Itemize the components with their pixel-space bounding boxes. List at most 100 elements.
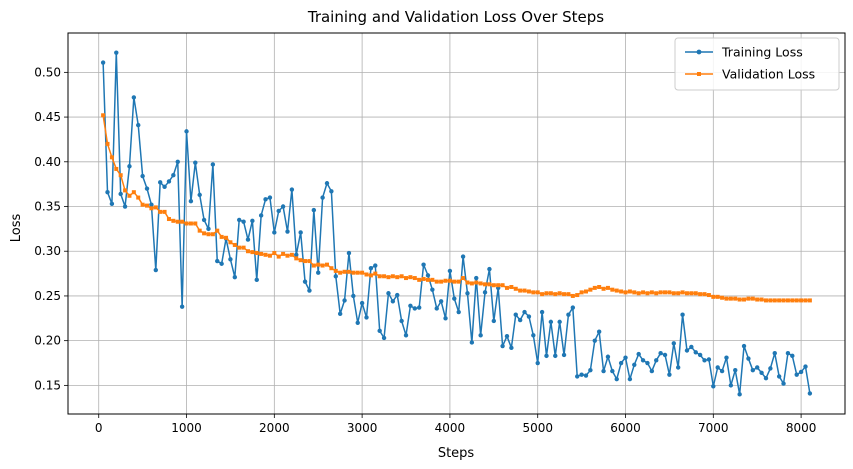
data-point [136,122,141,128]
data-point [307,259,312,264]
data-point [711,294,716,299]
data-point [456,309,461,315]
data-point [337,311,343,317]
data-point [373,271,378,276]
data-point [416,305,422,310]
data-point [768,366,773,371]
data-point [325,262,329,267]
data-point [206,226,211,232]
data-point [149,206,154,211]
data-point [548,291,553,296]
data-point [526,314,532,319]
data-point [566,292,571,297]
y-tick-label: 0.25 [34,289,61,303]
data-point [359,300,365,306]
data-point [509,285,514,289]
data-point [114,166,119,171]
data-point [377,274,382,279]
data-point [790,353,795,359]
data-point [579,372,584,377]
data-point [188,221,193,226]
data-point [193,160,198,165]
data-point [720,295,725,300]
data-point [570,305,576,310]
data-point [746,356,751,361]
data-point [105,141,110,146]
grid-lines [68,33,845,414]
data-point [706,293,711,298]
data-point [298,230,303,235]
data-point [158,209,163,214]
data-point [219,234,224,239]
data-point [425,273,431,278]
data-point [675,365,681,370]
data-point [254,251,259,256]
data-point [596,329,602,334]
y-tick-label: 0.50 [34,65,61,79]
data-point [702,358,707,363]
x-tick-label: 0 [95,421,103,435]
data-point [649,368,655,374]
data-point [728,383,734,388]
data-point [259,251,264,256]
data-point [662,352,668,358]
data-point [742,297,747,302]
data-point [399,274,404,279]
data-point [197,228,202,233]
x-axis-label: Steps [438,446,475,461]
data-point [373,263,378,268]
data-point [443,316,448,321]
data-point [702,292,707,297]
data-point [597,285,602,289]
data-point [114,50,119,55]
data-point [561,352,567,358]
data-point [517,317,523,323]
y-tick-label: 0.45 [34,110,61,124]
data-point [250,218,255,224]
data-point [483,282,488,287]
data-point [368,266,374,271]
data-point [342,269,347,274]
data-point [733,367,738,373]
data-point [785,298,790,303]
data-point [627,376,633,382]
data-point [241,245,246,250]
data-point [166,217,171,222]
data-point [522,309,527,315]
data-point [654,358,659,363]
data-point [763,376,769,381]
data-point [509,345,514,351]
data-point [557,291,562,296]
data-point [105,189,110,195]
data-point [474,275,479,281]
data-point [518,288,523,293]
data-point [614,288,619,293]
data-point [452,279,457,284]
data-point [245,249,250,254]
data-point [386,275,391,280]
data-point [202,231,207,236]
data-point [496,283,501,288]
data-point [232,274,238,280]
data-point [627,289,632,294]
data-point [636,291,641,296]
data-point [109,155,114,160]
data-point [711,384,716,389]
data-point [157,180,163,185]
data-point [324,181,330,186]
data-point [346,269,351,274]
data-point [109,201,115,207]
data-point [610,368,615,374]
data-point [645,360,650,366]
data-point [465,280,470,285]
data-point [706,357,712,362]
data-point [465,291,470,296]
data-point [474,280,479,285]
data-point [557,319,562,325]
data-point [504,285,509,290]
data-point [140,202,145,207]
data-point [360,270,365,275]
series-validation-loss [101,113,812,303]
data-point [425,277,430,282]
data-point [302,279,308,284]
